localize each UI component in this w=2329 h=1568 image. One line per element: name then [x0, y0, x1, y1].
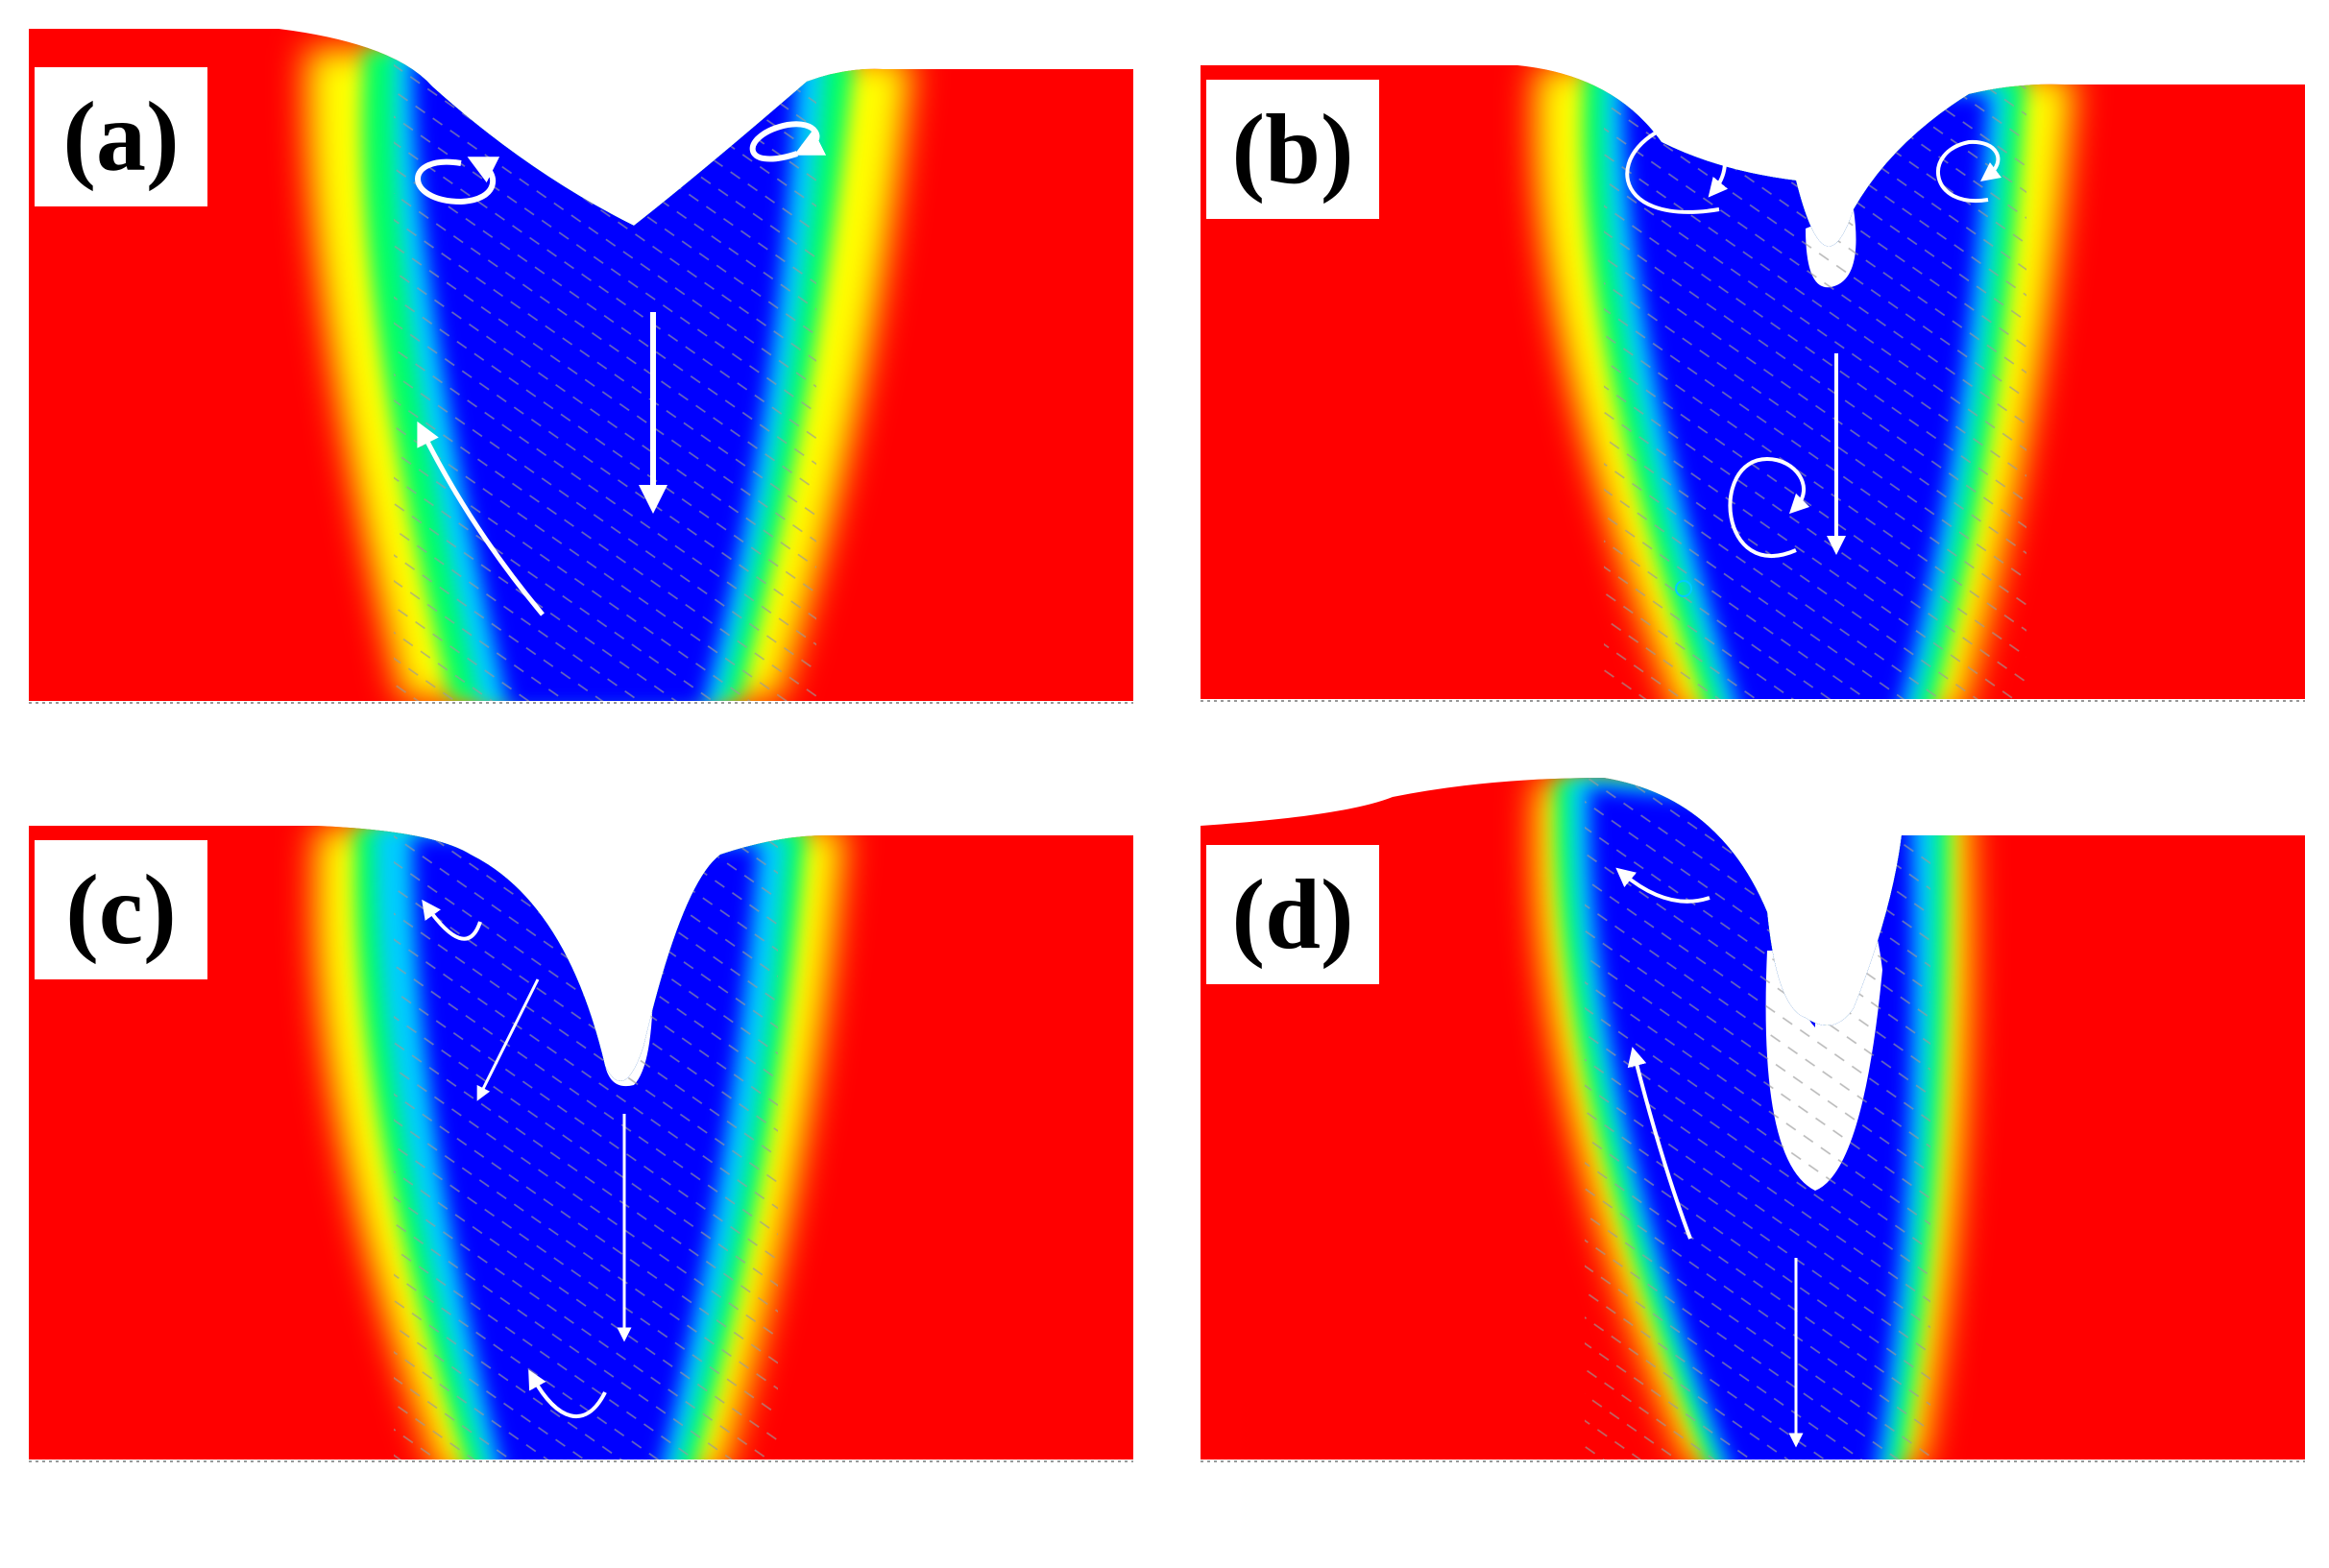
flow-arrow [417, 421, 545, 616]
flow-arrow [476, 978, 540, 1101]
panel-c-plot [29, 826, 1133, 1462]
panel-label: (b) [1206, 80, 1379, 219]
panel-b: (b) [1201, 65, 2305, 771]
flow-arrow [1627, 1047, 1692, 1240]
panel-b-plot [1201, 65, 2305, 702]
flow-arrow [415, 157, 500, 205]
flow-arrow [422, 899, 482, 941]
panel-label: (a) [35, 67, 207, 206]
flow-arrow [1625, 120, 1729, 214]
panel-d: (d) [1201, 778, 2305, 1527]
panel-label: (d) [1206, 845, 1379, 984]
panel-c: (c) [29, 826, 1133, 1498]
panel-a-plot [29, 29, 1133, 704]
panel-a: (a) [29, 29, 1133, 735]
flow-arrow [1936, 139, 2002, 204]
panel-label: (c) [35, 840, 207, 979]
flow-arrow [1728, 456, 1810, 558]
flow-arrow [1615, 867, 1710, 904]
marker-circle [1675, 580, 1692, 597]
flow-arrow [528, 1369, 607, 1419]
flow-arrow [749, 121, 827, 162]
panel-d-plot [1201, 778, 2305, 1462]
